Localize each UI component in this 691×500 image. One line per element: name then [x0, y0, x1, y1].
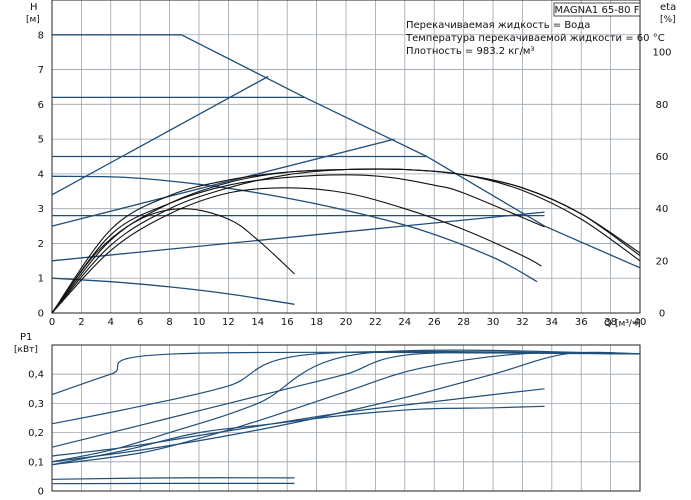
speed-curve-line [51, 277, 295, 305]
power-curve [51, 351, 641, 463]
efficiency-curve [51, 208, 295, 314]
efficiency-tick-label: 80 [656, 100, 669, 111]
power-axis-unit: [кВт] [14, 345, 38, 355]
flow-axis-unit: [м³/ч] [615, 319, 641, 329]
x-tick-label: 10 [193, 317, 206, 328]
power-panel-curves [51, 349, 641, 485]
power-panel-frame [51, 344, 641, 492]
power-y-tick-label: 0,1 [28, 457, 44, 468]
head-y-tick-label: 7 [38, 65, 44, 76]
x-tick-label: 28 [457, 317, 470, 328]
power-curve [51, 405, 545, 466]
x-tick-label: 2 [78, 317, 84, 328]
power-y-tick-label: 0,4 [28, 370, 44, 381]
x-tick-label: 38 [604, 317, 617, 328]
head-y-tick-label: 3 [38, 204, 44, 215]
x-tick-label: 22 [369, 317, 382, 328]
efficiency-tick-label: 60 [656, 152, 669, 163]
efficiency-tick-label: 100 [652, 48, 671, 59]
efficiency-axis-label: eta [660, 2, 676, 13]
head-y-tick-label: 5 [38, 135, 44, 146]
efficiency-curve [51, 174, 545, 314]
chart-title-box [553, 2, 641, 17]
efficiency-tick-label: 0 [659, 309, 665, 320]
power-curve [51, 351, 641, 448]
flow-axis-label: Q [604, 318, 612, 329]
efficiency-tick-label: 20 [656, 256, 669, 267]
power-panel-grid [51, 344, 641, 492]
power-curve [51, 351, 641, 396]
x-tick-label: 34 [545, 317, 558, 328]
annotation-temperature: Температура перекачиваемой жидкости = 60… [405, 33, 665, 44]
x-tick-label: 20 [340, 317, 353, 328]
x-tick-label: 24 [398, 317, 411, 328]
speed-curve-line [51, 175, 538, 283]
prop-pressure-line [51, 211, 545, 262]
annotation-density: Плотность = 983.2 кг/м³ [406, 46, 535, 57]
efficiency-tick-label: 40 [656, 204, 669, 215]
max-curve-line [52, 34, 641, 269]
x-tick-label: 18 [310, 317, 323, 328]
head-panel-curves [51, 34, 641, 314]
power-y-tick-label: 0,3 [28, 399, 44, 410]
tick-labels: 0 2 4 6 8 10 12 14 16 18 20 22 24 26 28 30 32 34 36 38 40012… [28, 30, 671, 497]
head-y-tick-label: 4 [38, 169, 44, 180]
prop-pressure-line [51, 138, 395, 227]
x-tick-label: 40 [634, 317, 647, 328]
power-y-tick-label: 0 [38, 487, 44, 498]
power-curve [51, 349, 641, 463]
head-y-tick-label: 6 [38, 100, 44, 111]
efficiency-curve [51, 187, 542, 314]
power-curve [51, 477, 295, 480]
head-y-tick-label: 2 [38, 239, 44, 250]
x-tick-label: 26 [428, 317, 441, 328]
head-axis-label: H [30, 2, 38, 13]
x-tick-label: 8 [166, 317, 172, 328]
efficiency-curve [51, 168, 641, 314]
x-tick-label: 0 [49, 317, 55, 328]
head-axis-unit: [м] [26, 15, 40, 25]
head-y-tick-label: 8 [38, 30, 44, 41]
x-tick-label: 4 [108, 317, 114, 328]
power-curve [51, 352, 641, 466]
x-tick-label: 6 [137, 317, 143, 328]
power-axis-label: P1 [20, 332, 32, 343]
chart-title: MAGNA1 65-80 F [555, 5, 640, 16]
head-y-tick-label: 1 [38, 274, 44, 285]
x-tick-label: 16 [281, 317, 294, 328]
prop-pressure-line [51, 75, 269, 196]
head-y-tick-label: 0 [38, 309, 44, 320]
efficiency-axis-unit: [%] [660, 15, 676, 25]
annotation-fluid: Перекачиваемая жидкость = Вода [406, 20, 590, 31]
x-tick-label: 12 [222, 317, 235, 328]
x-tick-label: 32 [516, 317, 529, 328]
power-y-tick-label: 0,2 [28, 428, 44, 439]
power-curve [51, 388, 545, 457]
x-tick-label: 36 [575, 317, 588, 328]
x-tick-label: 14 [251, 317, 264, 328]
x-tick-label: 30 [487, 317, 500, 328]
